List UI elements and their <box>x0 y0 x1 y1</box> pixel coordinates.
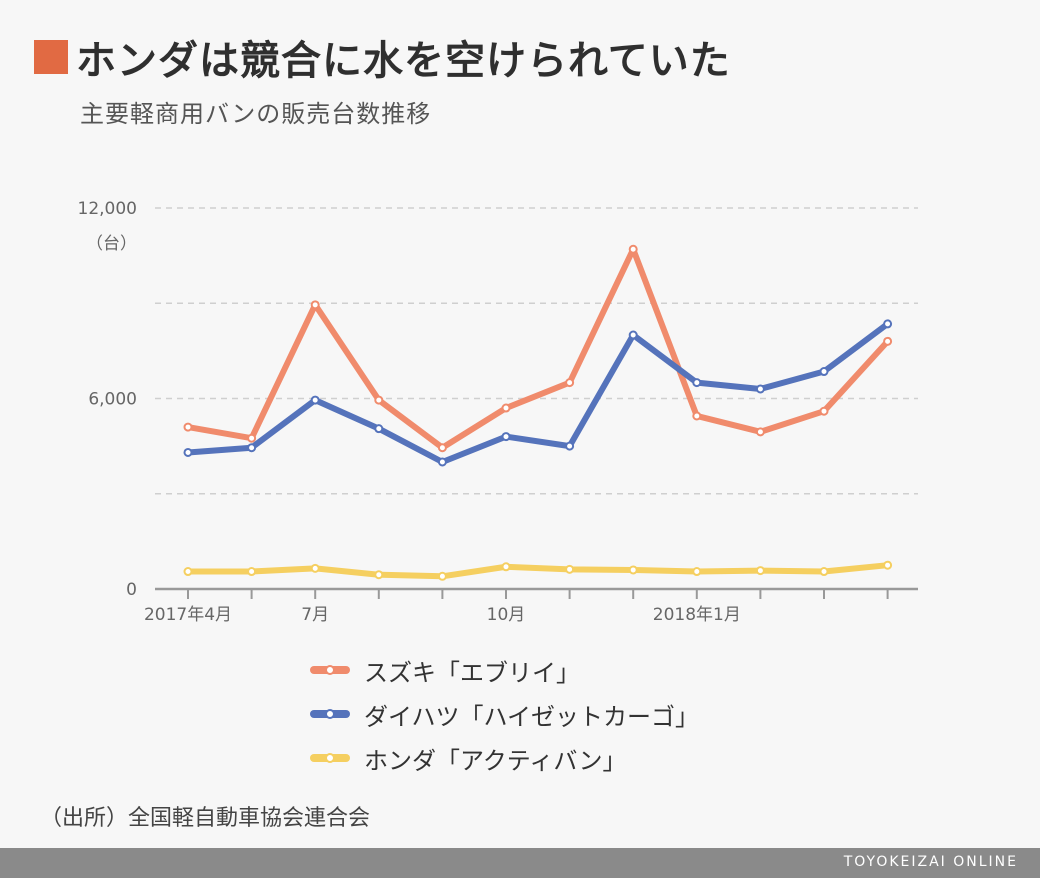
data-point <box>565 378 575 388</box>
source-note: （出所）全国軽自動車協会連合会 <box>40 806 371 831</box>
series-line-2 <box>185 562 891 580</box>
x-tick-label: 7月 <box>301 605 329 625</box>
y-tick-label: 6,000 <box>88 390 137 410</box>
data-point <box>437 443 447 453</box>
data-point <box>247 443 257 453</box>
data-point <box>310 395 320 405</box>
series-line-1 <box>185 320 891 465</box>
x-tick-label: 2018年1月 <box>653 605 741 625</box>
x-tick-label: 10月 <box>487 605 526 625</box>
data-point <box>692 567 702 577</box>
legend-label-daihatsu: ダイハツ「ハイゼットカーゴ」 <box>364 702 700 731</box>
data-point <box>565 441 575 451</box>
data-point <box>247 433 257 443</box>
legend-item-suzuki: スズキ「エブリイ」 <box>310 648 699 692</box>
data-point <box>819 406 829 416</box>
chart-title: ホンダは競合に水を空けられていた <box>76 38 731 84</box>
data-point <box>437 457 447 467</box>
legend-label-suzuki: スズキ「エブリイ」 <box>364 658 580 687</box>
y-tick-label: 0 <box>126 580 137 600</box>
data-point <box>883 319 893 329</box>
x-tick-label: 2017年4月 <box>144 605 232 625</box>
data-point <box>755 384 765 394</box>
data-point <box>374 570 384 580</box>
data-point <box>819 367 829 377</box>
data-point <box>183 567 193 577</box>
data-point <box>501 403 511 413</box>
data-point <box>501 432 511 442</box>
data-point <box>883 560 893 570</box>
data-point <box>183 447 193 457</box>
legend-swatch-suzuki <box>310 665 350 675</box>
legend-swatch-honda <box>310 753 350 763</box>
line-chart: 0 6,000 12,000 （台） 2017年4月 7月 10月 2018年1月 <box>78 199 918 625</box>
data-point <box>692 411 702 421</box>
legend-label-honda: ホンダ「アクティバン」 <box>364 746 627 775</box>
legend: スズキ「エブリイ」 ダイハツ「ハイゼットカーゴ」 ホンダ「アクティバン」 <box>310 648 699 780</box>
brand-name: TOYOKEIZAI ONLINE <box>843 854 1018 870</box>
data-point <box>374 424 384 434</box>
data-point <box>628 565 638 575</box>
data-point <box>183 422 193 432</box>
title-row: ホンダは競合に水を空けられていた <box>34 28 731 86</box>
data-point <box>819 567 829 577</box>
legend-item-honda: ホンダ「アクティバン」 <box>310 736 699 780</box>
footer-bar: TOYOKEIZAI ONLINE <box>0 848 1040 878</box>
y-tick-label: 12,000 <box>78 199 137 219</box>
title-marker <box>34 40 68 74</box>
data-point <box>437 571 447 581</box>
data-point <box>883 336 893 346</box>
data-point <box>310 563 320 573</box>
data-point <box>374 395 384 405</box>
legend-swatch-daihatsu <box>310 709 350 719</box>
data-point <box>501 562 511 572</box>
data-point <box>628 244 638 254</box>
data-point <box>565 564 575 574</box>
data-point <box>628 330 638 340</box>
data-point <box>692 378 702 388</box>
chart-subtitle: 主要軽商用バンの販売台数推移 <box>80 100 432 128</box>
data-point <box>310 300 320 310</box>
y-unit-label: （台） <box>86 234 137 254</box>
data-point <box>247 567 257 577</box>
data-point <box>755 427 765 437</box>
series-line-0 <box>185 246 891 451</box>
data-point <box>755 566 765 576</box>
legend-item-daihatsu: ダイハツ「ハイゼットカーゴ」 <box>310 692 699 736</box>
